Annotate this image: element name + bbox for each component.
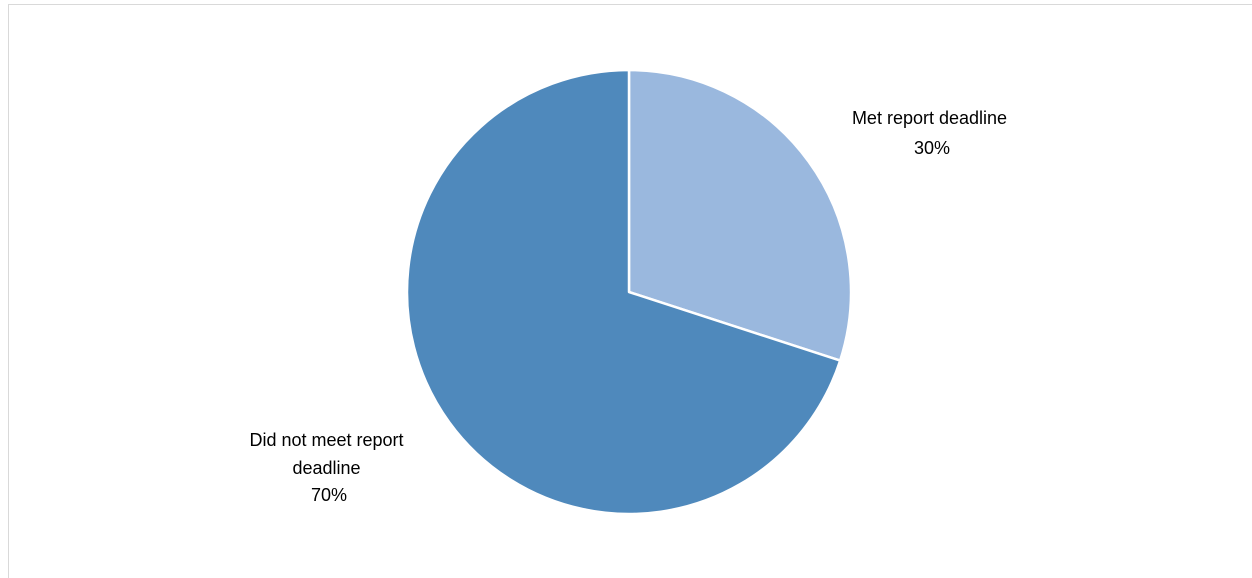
slice-label-met-line-1: Met report deadline xyxy=(852,108,1007,128)
pie-slice-met-report-deadline xyxy=(627,68,853,362)
slice-label-met: Met report deadline 30% xyxy=(852,108,1012,158)
slice-label-did-not-meet: Did not meet report deadline 70% xyxy=(249,430,408,505)
slice-label-did-not-meet-line-2: deadline xyxy=(292,458,360,478)
slice-label-did-not-meet-line-1: Did not meet report xyxy=(249,430,403,450)
slice-label-met-value: 30% xyxy=(914,138,950,158)
slice-label-did-not-meet-value: 70% xyxy=(311,485,347,505)
pie-slice-did-not-meet-report-deadline xyxy=(405,68,842,516)
